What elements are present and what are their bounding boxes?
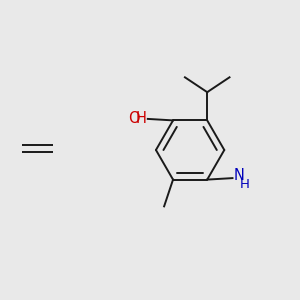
Text: N: N bbox=[233, 168, 244, 183]
Text: O: O bbox=[128, 111, 140, 126]
Text: H: H bbox=[240, 178, 250, 191]
Text: H: H bbox=[135, 111, 146, 126]
